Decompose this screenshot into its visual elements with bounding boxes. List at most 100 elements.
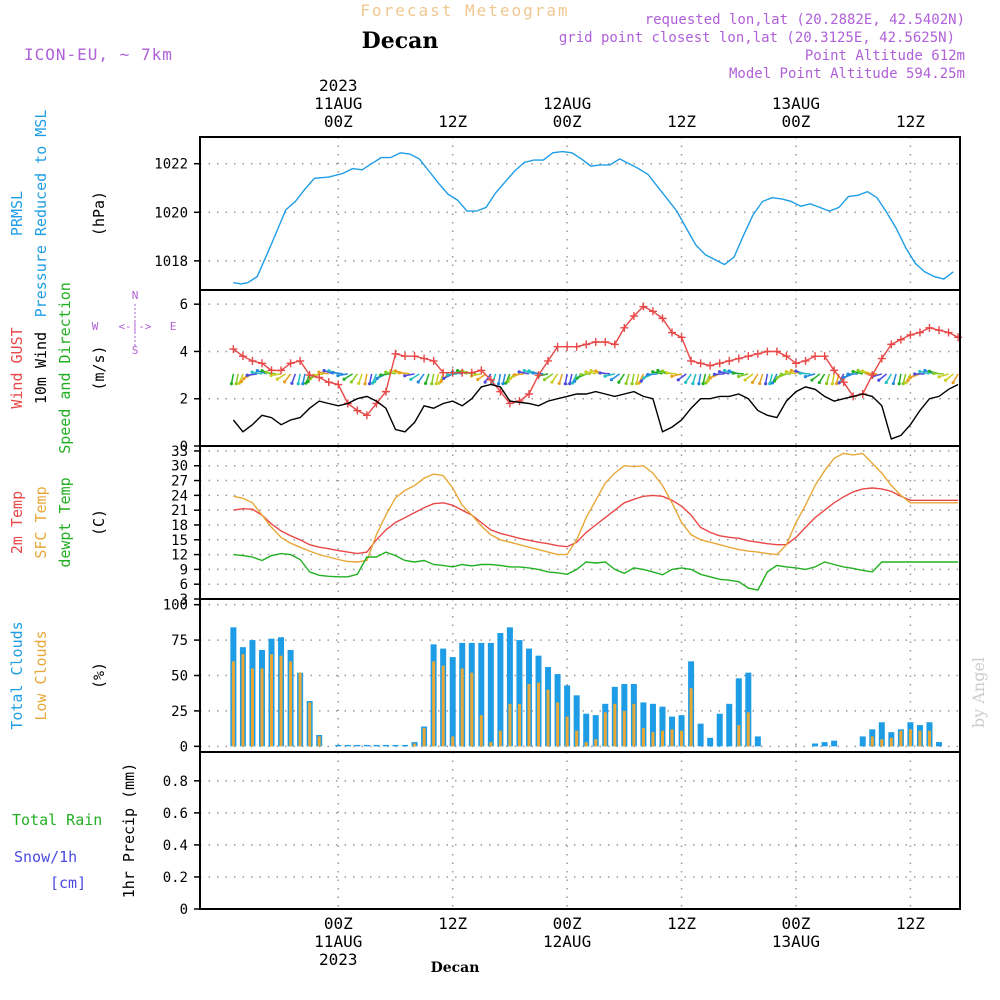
cloud-bar-low [594, 739, 598, 747]
y-tick-label: 15 [171, 533, 188, 549]
gust-marker [791, 359, 800, 368]
wind-arrow [435, 373, 440, 384]
y-tick-label: 1022 [154, 157, 188, 173]
gust-marker [706, 361, 715, 370]
y-axis-label: Wind GUST [8, 327, 26, 408]
cloud-bar-low [460, 668, 464, 747]
wind-arrow [698, 373, 702, 384]
gust-marker [515, 397, 524, 406]
gust-marker [410, 352, 419, 361]
gust-marker [524, 390, 533, 398]
top-time-label: 2023 [319, 76, 358, 95]
wind-arrow-head [906, 379, 910, 383]
wind-arrow-head [416, 380, 420, 384]
wind-arrow-head [508, 376, 513, 380]
precip-panel: 0 0.2 0.4 0.6 0.8 Total Rain Snow/1h [cm] 1hr Pr… [12, 751, 961, 918]
wind-arrow-head [301, 382, 305, 386]
cloud-bar-low [432, 661, 436, 747]
wind-arrow-head [722, 368, 727, 373]
y-tick-label: 100 [163, 598, 188, 614]
wind-arrow-head [264, 370, 268, 375]
y-tick-label: 1020 [154, 205, 188, 221]
top-time-label: 00Z [324, 112, 353, 131]
cloud-bar-low [556, 702, 560, 747]
wind-arrow [580, 373, 592, 376]
wind-arrow-head [758, 381, 762, 386]
wind-arrow-head [594, 369, 598, 373]
gust-marker [477, 366, 486, 375]
y-tick-label: 33 [171, 444, 188, 460]
cloud-bar-total [478, 642, 485, 747]
wind-arrow-head [708, 376, 713, 380]
y-tick-label: 27 [171, 474, 188, 490]
cloud-bar-total [716, 713, 723, 747]
cloud-bar-low [298, 672, 302, 747]
bottom-time-label: 12Z [896, 914, 925, 933]
cloud-bar-total [745, 672, 752, 747]
wind-arrow [818, 373, 826, 383]
wind-arrow [759, 373, 764, 384]
wind-arrow-head [731, 371, 736, 375]
compass-n: N [132, 289, 139, 302]
compass-e: E [170, 320, 177, 333]
wind-arrow-head [379, 373, 383, 377]
wind-arrow-head [634, 382, 639, 386]
wind-arrow-head [834, 382, 839, 386]
wind-arrow-head [817, 380, 821, 385]
cloud-bar-low [517, 703, 521, 747]
series-line-dewpt-temp [233, 551, 959, 591]
cloud-bar-low [279, 655, 283, 747]
wind-arrow-head [317, 370, 321, 374]
series-line-sfc-temp [233, 452, 959, 563]
wind-arrow-head [573, 379, 577, 383]
wind-arrow [564, 373, 568, 384]
gust-marker [935, 326, 944, 335]
y-tick-label: 3 [180, 592, 188, 608]
cloud-bar-low [584, 742, 588, 747]
gust-marker [620, 323, 629, 332]
wind-arrow-head [296, 382, 300, 386]
wind-arrow-head [242, 377, 246, 381]
cloud-bar-low [231, 661, 235, 747]
series-line-10m-wind [232, 383, 959, 440]
cloud-bar-total [583, 713, 590, 747]
y-tick-label: 6 [180, 577, 188, 593]
wind-arrow [350, 373, 358, 383]
wind-arrow-head [691, 381, 695, 386]
wind-arrow-head [861, 369, 865, 373]
cloud-bar-total [402, 744, 409, 747]
gust-marker [238, 352, 247, 361]
wind-arrow-head [877, 378, 881, 382]
panel-frame [199, 751, 961, 910]
wind-arrow [610, 373, 621, 381]
y-axis-label: 10m Wind [32, 332, 50, 404]
cloud-bar-low [670, 729, 674, 747]
y-axis-label: Pressure Reduced to MSL [32, 110, 50, 318]
wind-arrow-head [727, 369, 731, 373]
cloud-bar-low [508, 703, 512, 747]
gust-marker [639, 302, 648, 311]
gust-marker [591, 338, 600, 346]
gust-marker [267, 366, 276, 375]
wind-arrow-head [584, 370, 588, 374]
panel-frame [199, 445, 961, 600]
wind-arrow-head [542, 377, 547, 382]
wind-arrow-head [234, 382, 238, 386]
top-time-label: 13AUG [772, 94, 820, 113]
y-tick-label: 2 [180, 392, 188, 408]
wind-arrow-head [290, 381, 294, 385]
gust-marker [610, 340, 619, 349]
wind-arrow [618, 373, 625, 383]
gust-marker [439, 368, 448, 377]
y-tick-label: 6 [180, 297, 188, 313]
bottom-time-label: 12Z [438, 914, 467, 933]
cloud-bar-low [746, 712, 750, 747]
wind-arrow-head [531, 371, 535, 375]
wind-arrow [647, 373, 658, 376]
wind-arrow [631, 373, 635, 384]
wind-arrow [399, 371, 410, 375]
compass-w: W [92, 320, 99, 333]
gust-marker [381, 387, 390, 396]
cloud-bar-low [260, 668, 264, 747]
gust-marker [324, 378, 333, 387]
